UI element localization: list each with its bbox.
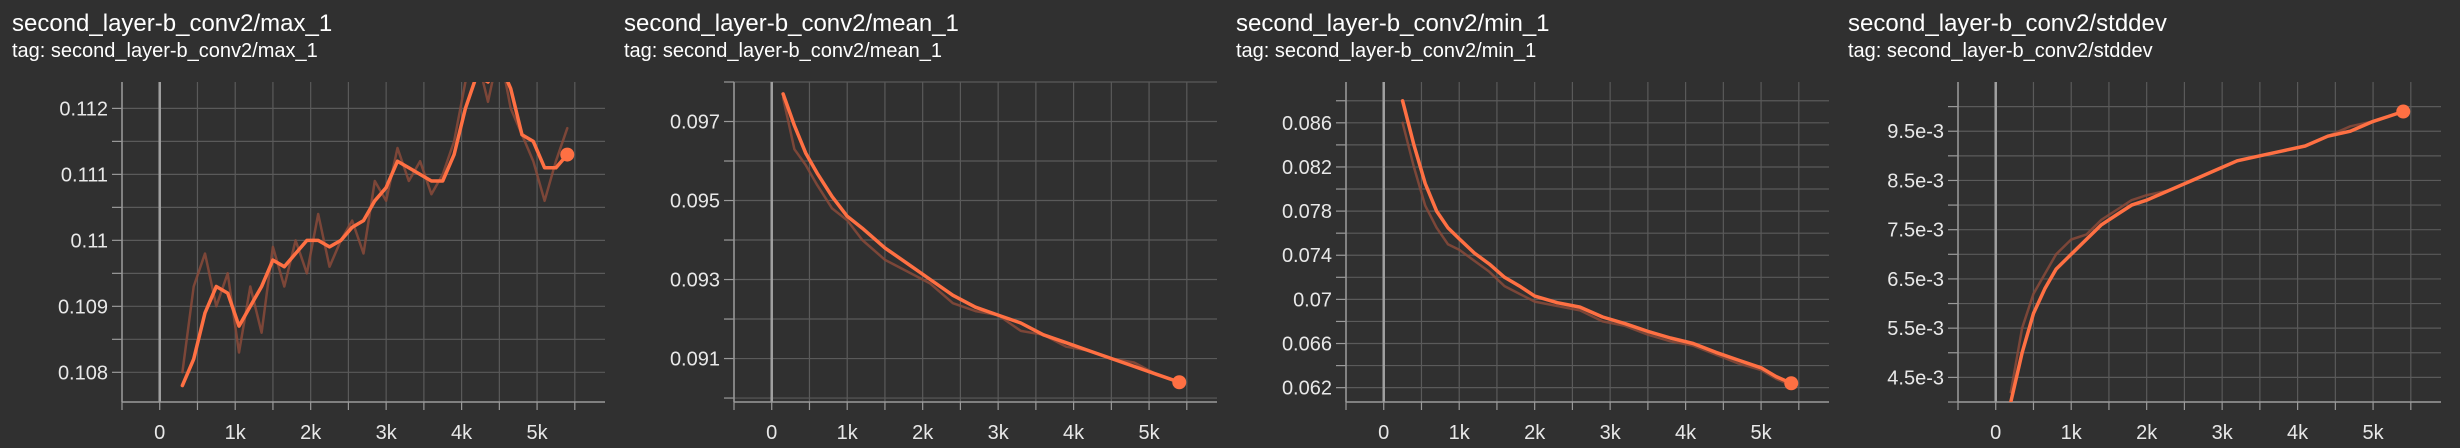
- chart-tag: tag: second_layer-b_conv2/max_1: [12, 40, 318, 62]
- y-tick-label: 0.086: [1282, 113, 1332, 135]
- series-group: [781, 92, 1182, 384]
- x-tick-label: 5k: [2363, 422, 2385, 444]
- x-tick-label: 2k: [300, 422, 322, 444]
- x-tick-label: 3k: [376, 422, 398, 444]
- y-tick-label: 0.108: [58, 362, 108, 384]
- series-end-point[interactable]: [560, 147, 575, 162]
- chart-tag: tag: second_layer-b_conv2/mean_1: [624, 40, 942, 62]
- x-tick-label: 2k: [1524, 422, 1546, 444]
- raw-series-line: [2009, 110, 2405, 394]
- y-tick-label: 0.111: [61, 164, 108, 186]
- y-tick-label: 0.095: [670, 191, 720, 213]
- chart-tag: tag: second_layer-b_conv2/stddev: [1848, 40, 2153, 62]
- raw-series-line: [181, 82, 569, 374]
- x-tick-label: 2k: [912, 422, 934, 444]
- chart-card-max[interactable]: second_layer-b_conv2/max_1 tag: second_l…: [0, 0, 612, 448]
- chart-plot[interactable]: 0.108 0.109 0.11 0.111 0.112 0 1k 2k 3k 4k 5k: [0, 0, 612, 448]
- x-tick-label: 2k: [2136, 422, 2158, 444]
- chart-title: second_layer-b_conv2/stddev: [1848, 10, 2167, 37]
- y-tick-label: 4.5e-3: [1887, 367, 1944, 389]
- x-tick-label: 0: [1378, 422, 1389, 444]
- x-tick-label: 0: [766, 422, 777, 444]
- series-end-point[interactable]: [1172, 375, 1187, 390]
- y-tick-label: 0.07: [1293, 289, 1332, 311]
- x-tick-label: 5k: [1139, 422, 1161, 444]
- y-tick-label: 0.074: [1282, 245, 1332, 267]
- chart-title: second_layer-b_conv2/max_1: [12, 10, 333, 37]
- chart-title: second_layer-b_conv2/min_1: [1236, 10, 1550, 37]
- x-tick-label: 1k: [2061, 422, 2083, 444]
- x-tick-label: 1k: [1449, 422, 1471, 444]
- y-tick-label: 9.5e-3: [1887, 121, 1944, 143]
- x-tick-label: 3k: [2212, 422, 2234, 444]
- chart-card-min[interactable]: second_layer-b_conv2/min_1 tag: second_l…: [1224, 0, 1836, 448]
- y-tick-label: 0.062: [1282, 378, 1332, 400]
- x-tick-label: 1k: [225, 422, 247, 444]
- chart-plot[interactable]: 0.091 0.093 0.095 0.097 0 1k 2k 3k 4k 5k: [612, 0, 1224, 448]
- y-tick-label: 0.097: [670, 112, 720, 134]
- x-tick-label: 4k: [451, 422, 473, 444]
- x-tick-label: 4k: [1063, 422, 1085, 444]
- series-end-point[interactable]: [1784, 376, 1799, 391]
- y-tick-label: 5.5e-3: [1887, 318, 1944, 340]
- y-tick-label: 0.066: [1282, 334, 1332, 356]
- chart-card-mean[interactable]: second_layer-b_conv2/mean_1 tag: second_…: [612, 0, 1224, 448]
- y-tick-label: 0.11: [71, 230, 108, 252]
- series-group: [1400, 99, 1794, 387]
- chart-plot[interactable]: 4.5e-3 5.5e-3 6.5e-3 7.5e-3 8.5e-3 9.5e-3 0 1k 2…: [1836, 0, 2448, 448]
- smoothed-series-line: [1400, 99, 1794, 385]
- y-tick-label: 0.078: [1282, 201, 1332, 223]
- y-tick-label: 0.112: [59, 98, 108, 120]
- x-tick-label: 3k: [1600, 422, 1622, 444]
- x-tick-label: 3k: [988, 422, 1010, 444]
- series-group: [2009, 109, 2406, 402]
- y-tick-label: 7.5e-3: [1887, 220, 1944, 242]
- smoothed-series-line: [2009, 109, 2406, 402]
- x-tick-label: 4k: [1675, 422, 1697, 444]
- series-end-point[interactable]: [2396, 104, 2411, 119]
- x-tick-label: 5k: [527, 422, 549, 444]
- x-tick-label: 1k: [837, 422, 859, 444]
- chart-tag: tag: second_layer-b_conv2/min_1: [1236, 40, 1537, 62]
- y-tick-label: 0.082: [1282, 157, 1332, 179]
- smoothed-series-line: [781, 92, 1182, 384]
- chart-title: second_layer-b_conv2/mean_1: [624, 10, 959, 37]
- x-tick-label: 0: [1990, 422, 2001, 444]
- y-tick-label: 0.093: [670, 270, 720, 292]
- x-tick-label: 0: [154, 422, 165, 444]
- x-tick-label: 4k: [2287, 422, 2309, 444]
- y-tick-label: 0.091: [670, 349, 720, 371]
- chart-card-stddev[interactable]: second_layer-b_conv2/stddev tag: second_…: [1836, 0, 2448, 448]
- y-tick-label: 6.5e-3: [1887, 269, 1944, 291]
- x-tick-label: 5k: [1751, 422, 1773, 444]
- series-group: [180, 82, 570, 388]
- y-tick-label: 0.109: [58, 296, 108, 318]
- y-tick-label: 8.5e-3: [1887, 170, 1944, 192]
- chart-plot[interactable]: 0.062 0.066 0.07 0.074 0.078 0.082 0.086 0 1k 2k 3…: [1224, 0, 1836, 448]
- smoothed-series-line: [180, 82, 570, 388]
- raw-series-line: [1401, 121, 1793, 387]
